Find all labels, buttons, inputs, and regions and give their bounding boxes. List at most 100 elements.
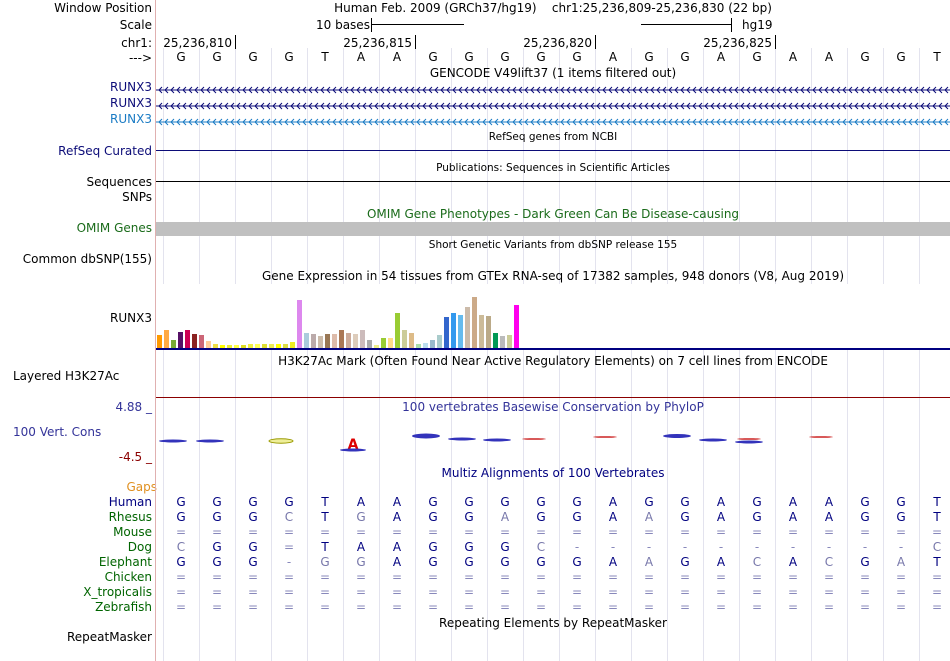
gtex-tissue-bar[interactable] [395, 313, 400, 348]
alignment-base: A [608, 555, 618, 569]
label-layered-h3k27ac[interactable]: Layered H3K27Ac [13, 369, 120, 383]
gtex-tissue-bar[interactable] [339, 330, 344, 348]
gtex-tissue-bar[interactable] [192, 334, 197, 348]
gtex-tissue-bar[interactable] [409, 333, 414, 348]
gtex-tissue-bar[interactable] [444, 317, 449, 348]
phylop-title: 100 vertebrates Basewise Conservation by… [402, 400, 704, 414]
track-display[interactable]: Human Feb. 2009 (GRCh37/hg19) chr1:25,23… [156, 0, 950, 661]
label-chr[interactable]: chr1: [121, 36, 152, 50]
grid-line [523, 48, 524, 661]
label-repeatmasker[interactable]: RepeatMasker [66, 630, 152, 644]
species-label-human[interactable]: Human [108, 495, 152, 509]
refseq-gene-line[interactable] [156, 150, 950, 151]
gtex-tissue-bar[interactable] [381, 338, 386, 348]
gtex-bar-chart[interactable] [156, 284, 950, 348]
label-common-dbsnp[interactable]: Common dbSNP(155) [22, 252, 152, 266]
gtex-tissue-bar[interactable] [206, 341, 211, 348]
label-omim-genes[interactable]: OMIM Genes [76, 221, 152, 235]
gtex-tissue-bar[interactable] [423, 343, 428, 348]
gtex-tissue-bar[interactable] [479, 315, 484, 348]
gtex-tissue-bar[interactable] [234, 345, 239, 348]
gtex-tissue-bar[interactable] [248, 344, 253, 348]
species-label-elephant[interactable]: Elephant [98, 555, 152, 569]
gtex-tissue-bar[interactable] [283, 344, 288, 348]
h3k27ac-signal-line[interactable] [156, 397, 950, 398]
species-label-mouse[interactable]: Mouse [113, 525, 152, 539]
alignment-base: G [176, 510, 186, 524]
gtex-tissue-bar[interactable] [493, 333, 498, 348]
label-runx3-2[interactable]: RUNX3 [110, 96, 152, 110]
gtex-tissue-bar[interactable] [311, 334, 316, 348]
gtex-tissue-bar[interactable] [437, 335, 442, 348]
gtex-tissue-bar[interactable] [402, 330, 407, 348]
label-100-vert-cons[interactable]: 100 Vert. Cons [13, 425, 102, 439]
gtex-tissue-bar[interactable] [304, 333, 309, 348]
gtex-tissue-bar[interactable] [220, 345, 225, 348]
label-snps[interactable]: SNPs [122, 190, 152, 204]
alignment-base: - [718, 540, 724, 554]
gtex-tissue-bar[interactable] [290, 342, 295, 348]
gtex-tissue-bar[interactable] [164, 330, 169, 348]
omim-phenotype-bar[interactable] [156, 222, 950, 236]
gtex-tissue-bar[interactable] [276, 344, 281, 348]
label-runx3-3[interactable]: RUNX3 [110, 112, 152, 126]
gtex-tissue-bar[interactable] [507, 335, 512, 348]
gtex-tissue-bar[interactable] [388, 338, 393, 348]
species-label-rhesus[interactable]: Rhesus [108, 510, 152, 524]
gtex-tissue-bar[interactable] [318, 336, 323, 348]
label-cons-max: 4.88 _ [115, 400, 152, 414]
label-gtex-runx3[interactable]: RUNX3 [110, 311, 152, 325]
gtex-tissue-bar[interactable] [325, 334, 330, 348]
gencode-runx3-1[interactable] [156, 83, 950, 94]
gtex-tissue-bar[interactable] [213, 344, 218, 348]
alignment-base: = [211, 525, 223, 539]
species-label-chicken[interactable]: Chicken [104, 570, 152, 584]
gtex-tissue-bar[interactable] [269, 344, 274, 348]
alignment-base: = [319, 570, 331, 584]
label-scale[interactable]: Scale [119, 18, 152, 32]
phylop-signal[interactable]: A [156, 430, 950, 456]
gtex-tissue-bar[interactable] [367, 340, 372, 348]
gtex-tissue-bar[interactable] [297, 300, 302, 348]
alignment-base: = [931, 585, 943, 599]
label-cons-min: -4.5 _ [118, 450, 152, 464]
label-runx3-1[interactable]: RUNX3 [110, 80, 152, 94]
gtex-tissue-bar[interactable] [486, 316, 491, 348]
gencode-runx3-3[interactable] [156, 115, 950, 126]
gtex-tissue-bar[interactable] [346, 333, 351, 348]
gtex-tissue-bar[interactable] [458, 315, 463, 348]
alignment-base: = [859, 570, 871, 584]
label-sequences[interactable]: Sequences [86, 175, 152, 189]
species-label-x_tropicalis[interactable]: X_tropicalis [83, 585, 152, 599]
alignment-base: G [464, 555, 474, 569]
gtex-tissue-bar[interactable] [374, 345, 379, 348]
gtex-tissue-bar[interactable] [241, 345, 246, 348]
gtex-tissue-bar[interactable] [185, 330, 190, 348]
gtex-tissue-bar[interactable] [360, 330, 365, 348]
publications-line[interactable] [156, 181, 950, 182]
species-label-dog[interactable]: Dog [127, 540, 152, 554]
gtex-tissue-bar[interactable] [262, 344, 267, 348]
gencode-runx3-2[interactable] [156, 99, 950, 110]
gtex-tissue-bar[interactable] [199, 335, 204, 348]
gtex-tissue-bar[interactable] [451, 313, 456, 348]
gtex-tissue-bar[interactable] [157, 335, 162, 348]
gtex-tissue-bar[interactable] [178, 332, 183, 348]
label-refseq-curated[interactable]: RefSeq Curated [58, 144, 152, 158]
gtex-tissue-bar[interactable] [171, 340, 176, 348]
gtex-tissue-bar[interactable] [332, 334, 337, 348]
gtex-tissue-bar[interactable] [416, 344, 421, 348]
species-label-zebrafish[interactable]: Zebrafish [95, 600, 152, 614]
label-window-position[interactable]: Window Position [54, 1, 152, 15]
gtex-tissue-bar[interactable] [255, 344, 260, 348]
gtex-tissue-bar[interactable] [430, 340, 435, 348]
label-gaps[interactable]: Gaps [126, 480, 157, 494]
alignment-base: A [644, 555, 654, 569]
gtex-tissue-bar[interactable] [227, 345, 232, 348]
label-strand-arrow[interactable]: ---> [128, 51, 152, 65]
gtex-tissue-bar[interactable] [514, 305, 519, 348]
gtex-tissue-bar[interactable] [353, 334, 358, 348]
gtex-tissue-bar[interactable] [500, 336, 505, 348]
gtex-tissue-bar[interactable] [472, 297, 477, 348]
gtex-tissue-bar[interactable] [465, 307, 470, 348]
